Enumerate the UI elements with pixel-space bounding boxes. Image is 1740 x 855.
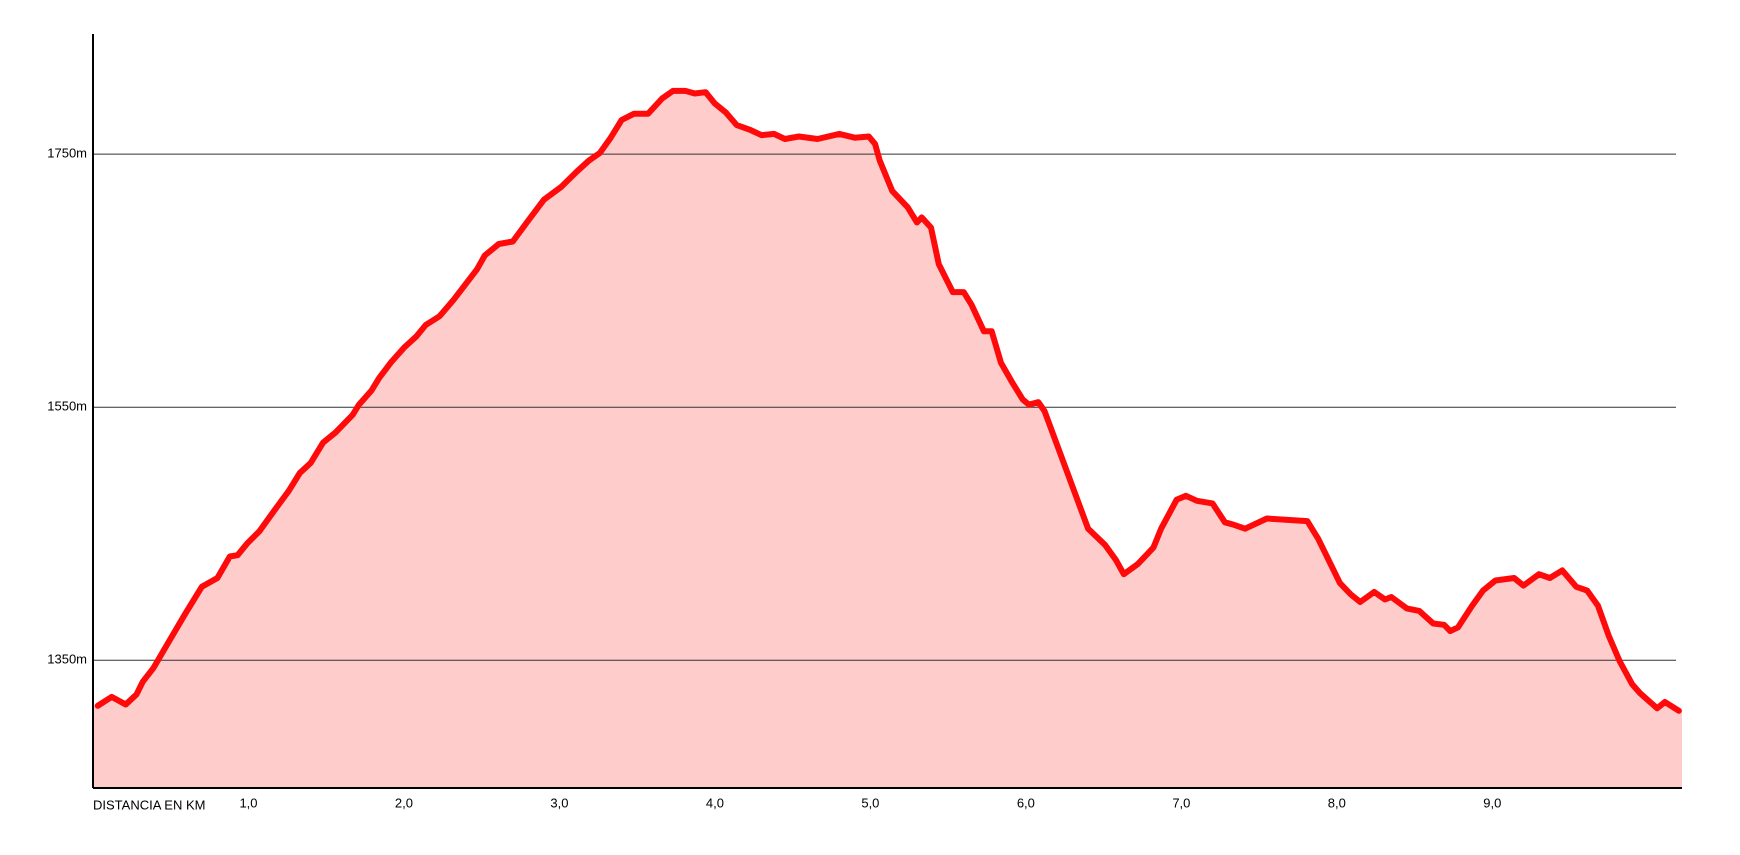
x-tick-label: 9,0 xyxy=(1483,795,1501,810)
area-fill xyxy=(93,90,1682,788)
x-tick-label: 1,0 xyxy=(239,795,257,810)
y-tick-label: 1750m xyxy=(47,146,87,161)
x-tick-label: 2,0 xyxy=(395,795,413,810)
x-tick-label: 3,0 xyxy=(550,795,568,810)
elevation-line xyxy=(94,87,1682,714)
x-tick-label: 5,0 xyxy=(861,795,879,810)
x-tick-label: 4,0 xyxy=(706,795,724,810)
y-tick-label: 1350m xyxy=(47,652,87,667)
x-tick-label: 7,0 xyxy=(1172,795,1190,810)
y-tick-label: 1550m xyxy=(47,399,87,414)
x-tick-label: 6,0 xyxy=(1017,795,1035,810)
x-tick-label: 8,0 xyxy=(1328,795,1346,810)
x-axis-label: DISTANCIA EN KM xyxy=(93,797,205,812)
